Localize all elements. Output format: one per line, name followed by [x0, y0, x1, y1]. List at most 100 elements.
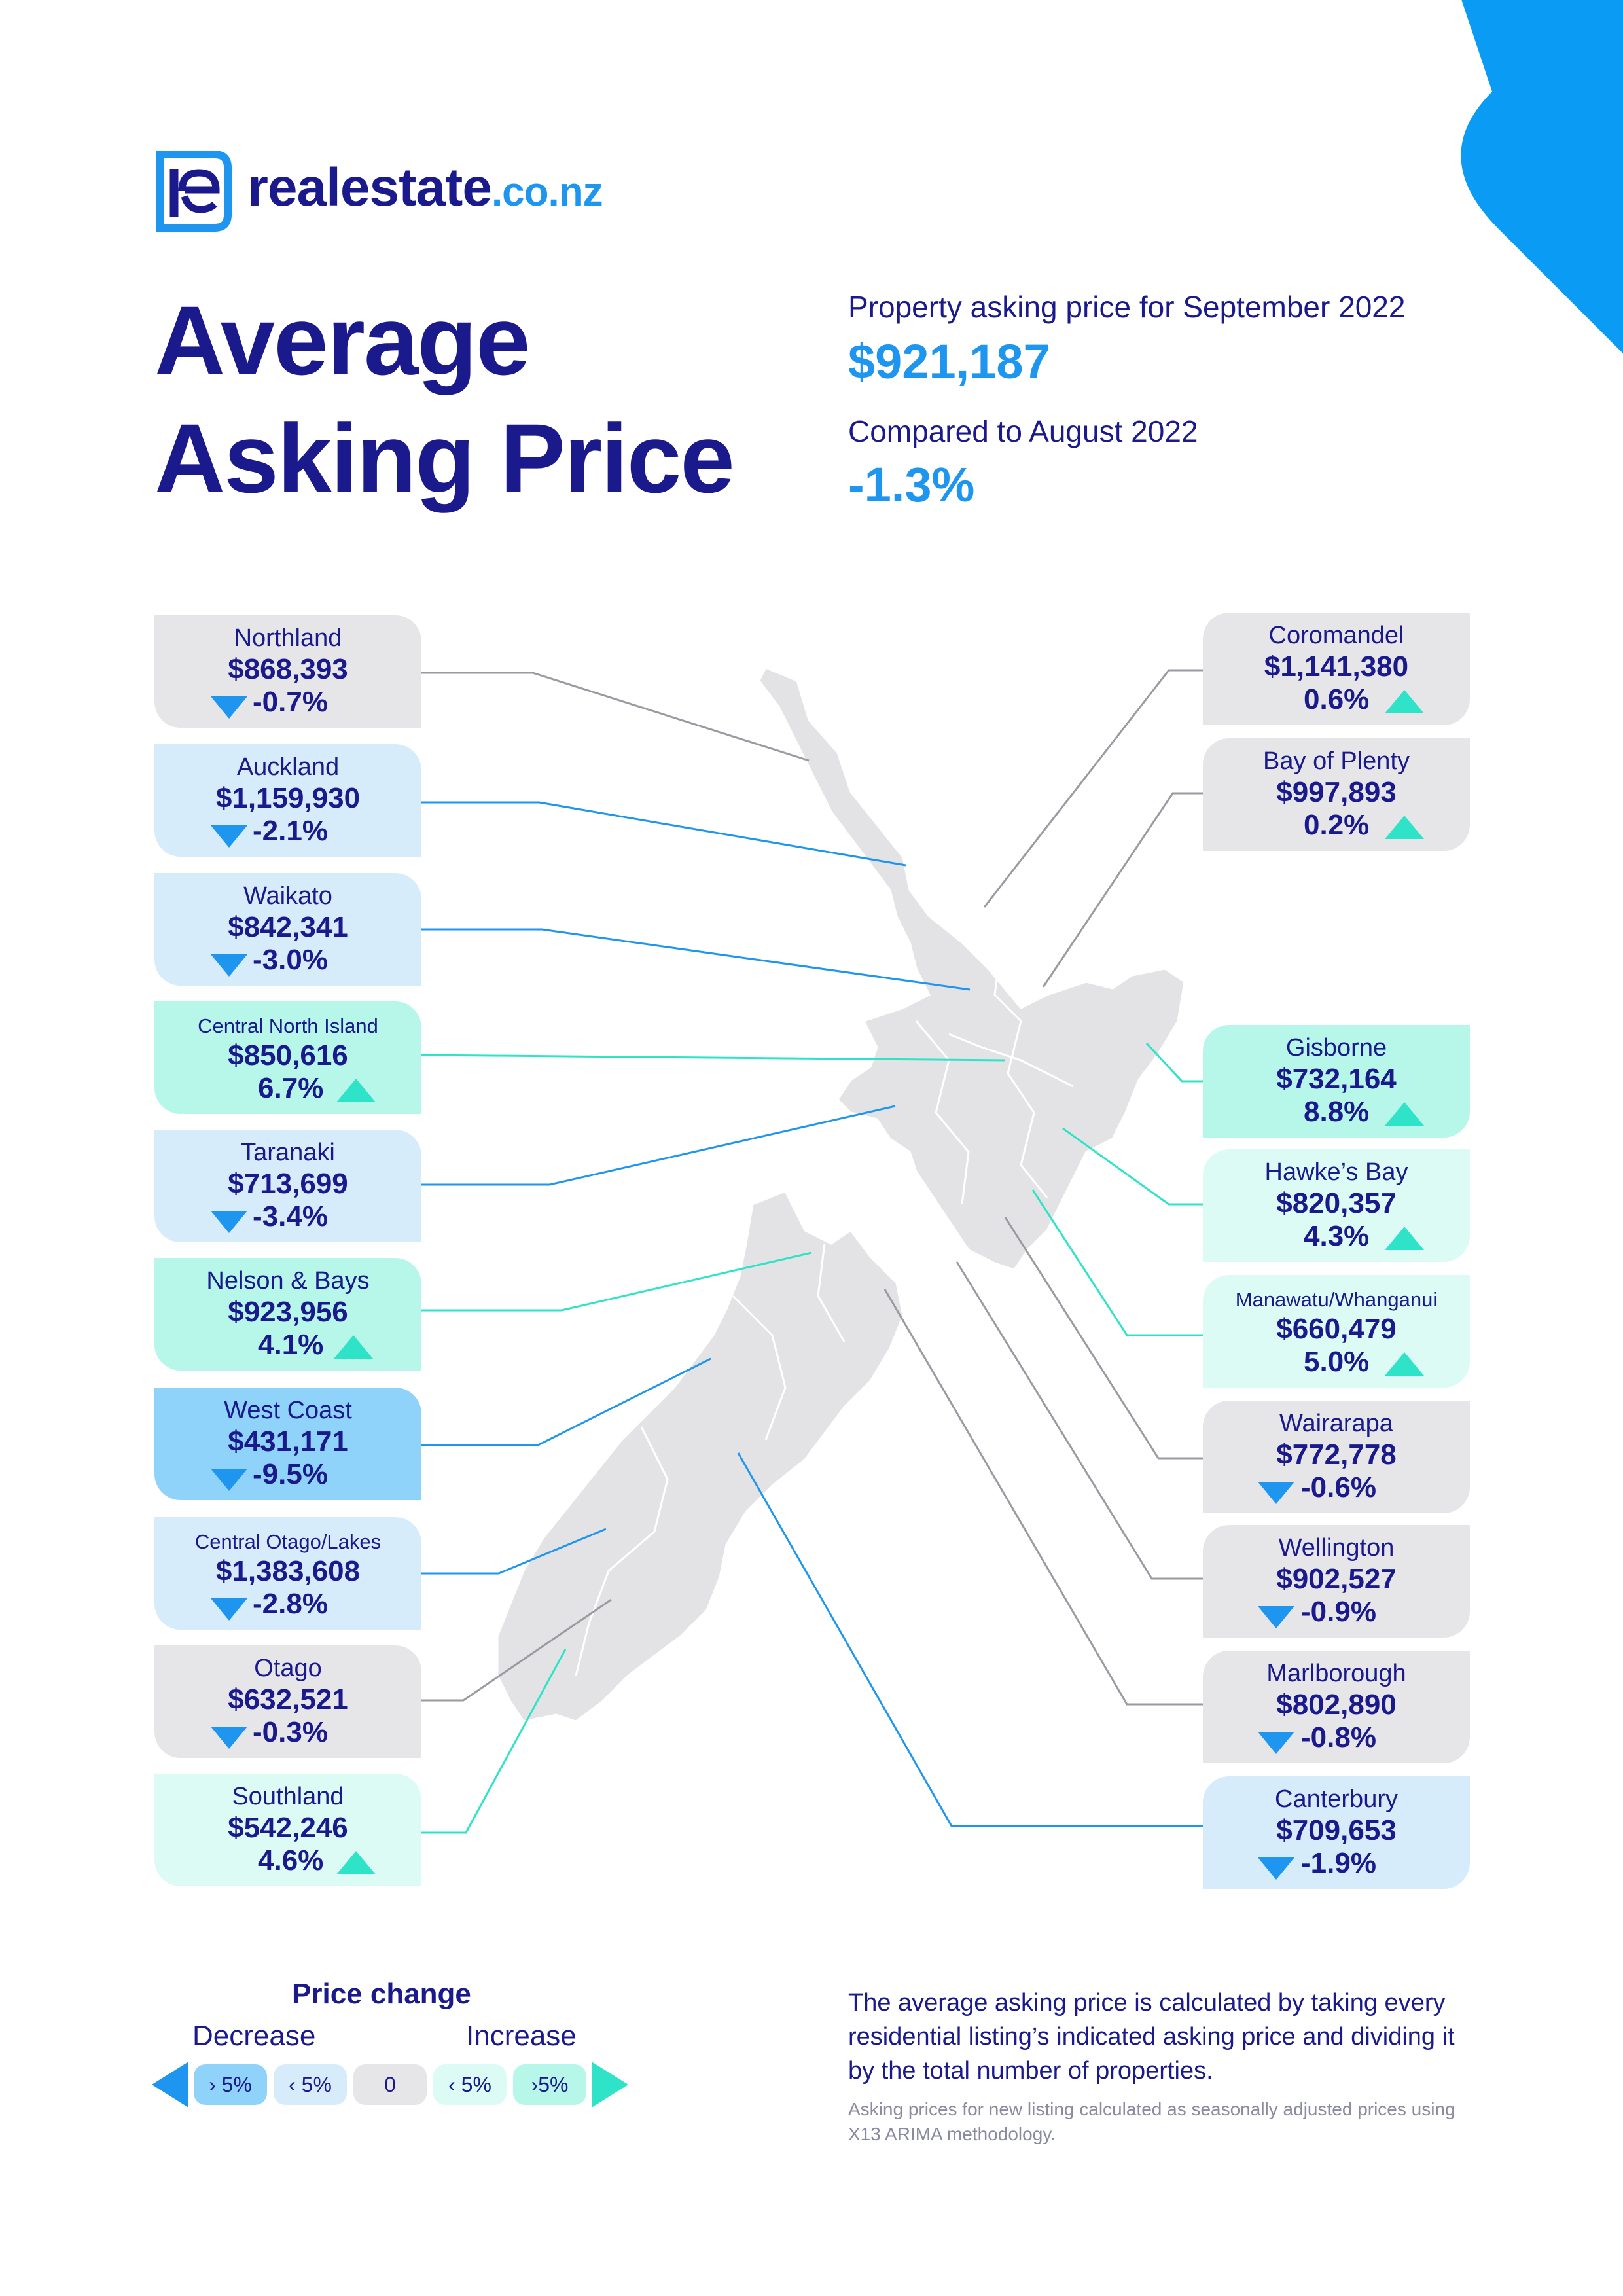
region-price: $431,171 [228, 1426, 348, 1458]
brand-wordmark: realestate.co.nz [247, 157, 603, 219]
region-card-marlborough: Marlborough $802,890 -0.8% [1203, 1651, 1470, 1763]
decrease-arrow-icon [211, 1727, 247, 1749]
region-name: Central Otago/Lakes [194, 1530, 382, 1553]
region-card-hawkes-bay: Hawke’s Bay $820,357 4.3% [1203, 1149, 1470, 1262]
region-price: $802,890 [1276, 1689, 1397, 1721]
increase-arrow-icon [1385, 1227, 1424, 1250]
region-price: $850,616 [228, 1039, 348, 1071]
decrease-arrow-icon [211, 954, 247, 977]
region-name: Manawatu/Whanganui [1235, 1288, 1438, 1311]
leader-central-otago [421, 1528, 607, 1575]
decrease-arrow-icon [211, 1469, 247, 1491]
region-name: Waikato [243, 882, 332, 910]
leader-northland [421, 672, 810, 762]
region-price: $820,357 [1276, 1187, 1397, 1219]
decrease-arrow-icon [211, 825, 247, 848]
legend-title: Price change [292, 1978, 471, 2010]
legend-decrease-label: Decrease [192, 2020, 316, 2052]
leader-wairarapa [1004, 1217, 1203, 1460]
region-name: Taranaki [241, 1139, 335, 1166]
decrease-scale-arrow-icon [152, 2062, 188, 2108]
region-name: Bay of Plenty [1263, 747, 1410, 775]
region-price: $772,778 [1276, 1439, 1397, 1471]
region-price: $868,393 [228, 653, 348, 685]
region-price: $542,246 [228, 1812, 348, 1844]
legend-chip-no-change: 0 [353, 2064, 427, 2105]
fine-print: Asking prices for new listing calculated… [848, 2099, 1455, 2144]
legend-chip-small-increase: ‹ 5% [433, 2064, 507, 2105]
region-card-nelson-bays: Nelson & Bays $923,956 4.1% [154, 1258, 421, 1371]
region-price: $923,956 [228, 1296, 348, 1328]
increase-arrow-icon [336, 1851, 376, 1874]
leader-otago [421, 1598, 612, 1702]
asking-price-label: Property asking price for September 2022 [848, 290, 1406, 324]
leader-coromandel [983, 669, 1203, 908]
increase-arrow-icon [1385, 1352, 1424, 1376]
decrease-arrow-icon [1258, 1606, 1294, 1628]
asking-price-value: $921,187 [848, 334, 1050, 389]
region-card-otago: Otago $632,521 -0.3% [154, 1645, 421, 1758]
region-change: 4.3% [1304, 1220, 1370, 1252]
region-change: 4.1% [258, 1329, 324, 1361]
decrease-arrow-icon [1258, 1732, 1294, 1754]
leader-wellington [955, 1261, 1203, 1580]
page-title: Average Asking Price [154, 281, 735, 517]
region-change: -9.5% [253, 1458, 328, 1490]
re-logo-icon [156, 151, 232, 232]
region-price: $709,653 [1276, 1814, 1397, 1846]
leader-hawkes-bay [1062, 1127, 1203, 1206]
region-card-northland: Northland $868,393 -0.7% [154, 615, 421, 728]
region-card-coromandel: Coromandel $1,141,380 0.6% [1203, 613, 1470, 725]
region-price: $713,699 [228, 1168, 348, 1200]
region-name: Hawke’s Bay [1264, 1158, 1408, 1186]
region-change: 8.8% [1304, 1096, 1370, 1128]
region-change: 4.6% [258, 1844, 324, 1876]
brand-name: realestate [247, 158, 492, 217]
region-change: -3.0% [253, 944, 328, 976]
region-card-gisborne: Gisborne $732,164 8.8% [1203, 1025, 1470, 1138]
leader-auckland [421, 801, 906, 867]
increase-arrow-icon [1385, 690, 1424, 713]
region-name: Auckland [236, 753, 340, 781]
region-name: West Coast [224, 1397, 352, 1424]
title-line-2: Asking Price [154, 403, 735, 513]
region-card-canterbury: Canterbury $709,653 -1.9% [1203, 1776, 1470, 1889]
region-name: Nelson & Bays [206, 1267, 370, 1295]
leader-nelson-bays [421, 1251, 812, 1312]
increase-arrow-icon [1385, 1102, 1424, 1126]
region-name: Central North Island [198, 1014, 378, 1037]
region-card-west-coast: West Coast $431,171 -9.5% [154, 1388, 421, 1500]
region-change: 0.6% [1304, 683, 1370, 715]
region-change: -0.6% [1301, 1471, 1376, 1503]
leader-gisborne [1145, 1042, 1203, 1083]
decrease-arrow-icon [211, 696, 247, 719]
leader-marlborough [883, 1289, 1203, 1706]
leader-waikato [421, 928, 971, 991]
leader-canterbury [737, 1452, 1203, 1827]
region-change: 6.7% [258, 1072, 324, 1104]
leader-lines [421, 669, 1203, 1834]
region-card-waikato: Waikato $842,341 -3.0% [154, 873, 421, 986]
region-card-central-north-island: Central North Island $850,616 6.7% [154, 1001, 421, 1114]
region-change: -1.9% [1301, 1847, 1376, 1879]
region-name: Wairarapa [1279, 1410, 1393, 1437]
region-price: $660,479 [1276, 1313, 1397, 1345]
methodology-note: The average asking price is calculated b… [848, 1989, 1455, 2085]
legend-increase-label: Increase [466, 2020, 577, 2052]
region-change: -0.7% [253, 686, 328, 718]
corner-decoration [1461, 0, 1623, 353]
region-card-manawatu-whanganui: Manawatu/Whanganui $660,479 5.0% [1203, 1275, 1470, 1388]
region-card-southland: Southland $542,246 4.6% [154, 1774, 421, 1886]
region-name: Northland [234, 624, 342, 652]
decrease-arrow-icon [1258, 1857, 1294, 1880]
legend-chip-large-increase: ›5% [513, 2064, 586, 2105]
region-price: $1,141,380 [1264, 651, 1409, 683]
region-price: $842,341 [228, 911, 348, 943]
region-change: -2.1% [253, 815, 328, 847]
region-change: -0.9% [1301, 1596, 1376, 1628]
decrease-arrow-icon [1258, 1482, 1294, 1504]
comparison-label: Compared to August 2022 [848, 414, 1198, 448]
region-change: -0.3% [253, 1716, 328, 1748]
decrease-arrow-icon [211, 1598, 247, 1621]
